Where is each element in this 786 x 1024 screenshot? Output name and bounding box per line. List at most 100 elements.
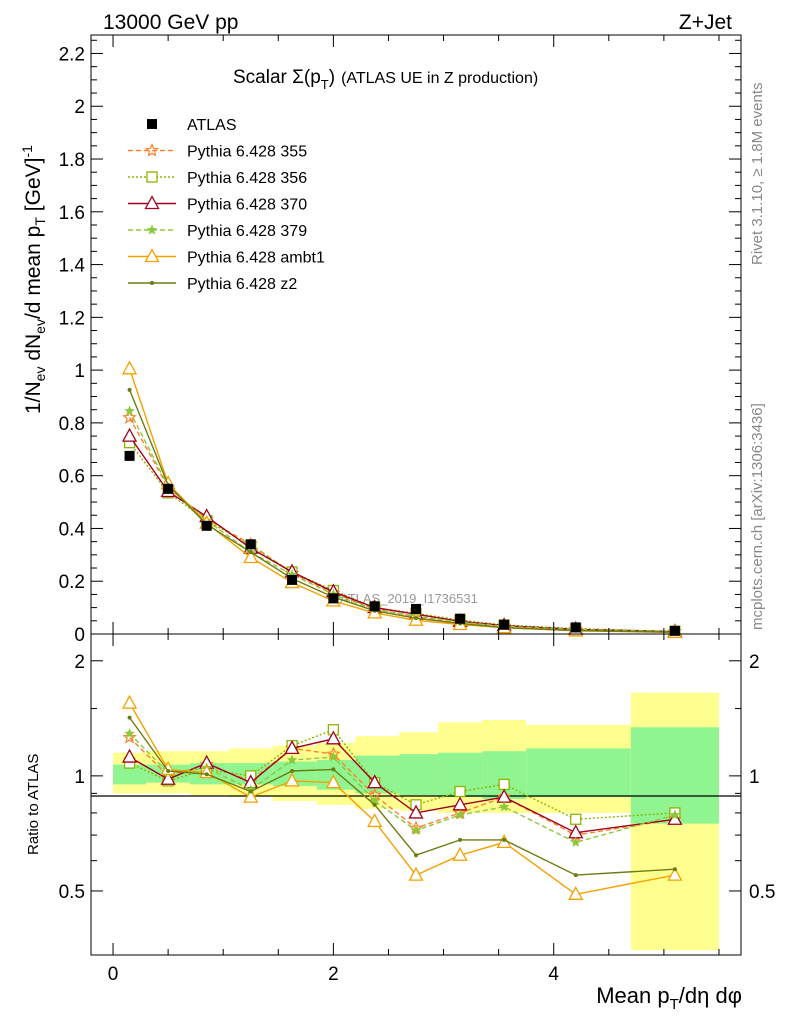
main-series-point-5: [127, 387, 132, 392]
atlas-data-point: [245, 539, 256, 550]
ratio-series-point-5: [672, 867, 677, 872]
ratio-xtick-label: 2: [328, 964, 339, 985]
ratio-series-point-1: [570, 813, 582, 825]
ratio-series-point-5: [127, 715, 132, 720]
ylabel-a-sub: ev: [32, 367, 48, 382]
ratio-ytick-label-right: 2: [749, 652, 760, 673]
main-series-line-3: [128, 410, 675, 633]
ylabel-d: [GeV]: [22, 158, 45, 218]
main-ytick-label: 0.4: [59, 519, 86, 540]
atlas-data-point: [455, 613, 466, 624]
legend-marker: [144, 195, 160, 210]
atlas-data-point: [287, 574, 298, 585]
ratio-series-point-4: [121, 694, 138, 709]
main-ytick-label: 2: [74, 97, 85, 118]
main-title-close: ): [329, 67, 335, 88]
main-ytick-label: 1.2: [59, 308, 85, 329]
ylabel-b-sub: ev: [32, 319, 48, 334]
ratio-series-point-3: [570, 836, 581, 847]
ratio-xlabel: Mean pT/dη dφ: [596, 983, 742, 1013]
ratio-series-point-5: [290, 768, 295, 773]
main-title: Scalar Σ(pT) (ATLAS UE in Z production): [233, 67, 538, 92]
main-series-point-2: [121, 427, 138, 442]
atlas-data-point: [328, 593, 339, 604]
ratio-series-point-4: [284, 772, 300, 787]
ratio-series-point-4: [568, 885, 584, 900]
ratio-series-point-2: [408, 804, 424, 819]
main-ytick-label: 0.6: [59, 467, 85, 488]
ratio-ytick-label-right: 0.5: [749, 882, 775, 903]
main-series-line-0: [128, 417, 675, 633]
legend-label: Pythia 6.428 ambt1: [187, 250, 325, 267]
main-ytick-label: 1.4: [59, 256, 86, 277]
ratio-series-point-5: [331, 767, 336, 772]
main-series-line-5: [128, 389, 675, 633]
ratio-ylabel: Ratio to ATLAS: [25, 754, 42, 855]
ratio-series-point-4: [667, 866, 683, 881]
ratio-ytick-label: 1: [74, 767, 85, 788]
atlas-data-point: [201, 520, 212, 531]
main-ytick-label: 0.2: [59, 572, 85, 593]
ratio-series-point-5: [248, 789, 253, 794]
ratio-series-point-5: [414, 853, 418, 858]
ratio-panel: 0.5 0.5 1 1 2 2 0 2 4: [59, 633, 775, 985]
xlabel-b: /dη dφ: [679, 983, 742, 1008]
ratio-series-point-4: [325, 774, 341, 789]
xlabel-a-sub: T: [670, 996, 679, 1013]
ratio-series-point-3: [328, 751, 339, 762]
ratio-series-point-3: [410, 824, 422, 836]
legend-marker: [146, 171, 158, 183]
ratio-series-line-0: [129, 737, 676, 836]
ratio-series-point-3: [669, 809, 681, 820]
ratio-series-point-0: [122, 729, 137, 744]
ratio-band-stat: [526, 748, 631, 798]
ratio-ytick-label: 0.5: [59, 882, 85, 903]
ratio-series-point-5: [502, 837, 507, 842]
main-ytick-label: 0.8: [59, 414, 85, 435]
main-ytick-label: 1: [74, 361, 85, 382]
main-ytick-label: 1.8: [59, 150, 85, 171]
ratio-series-point-2: [160, 770, 176, 785]
atlas-data-point: [124, 450, 135, 461]
ratio-ytick-label: 2: [74, 652, 85, 673]
ratio-xtick-label: 4: [548, 964, 559, 985]
header-process: Z+Jet: [679, 11, 732, 34]
ratio-ytick-label-right: 1: [749, 767, 760, 788]
legend-marker: [144, 248, 160, 263]
main-ylabel: 1/Nev dNev/d mean pT [GeV]-1: [19, 145, 48, 414]
ratio-band-stat: [113, 764, 147, 785]
rivet-label: Rivet 3.1.10, ≥ 1.8M events: [749, 83, 766, 266]
main-series-point-4: [243, 549, 259, 564]
ratio-series-point-1: [454, 785, 466, 798]
legend-label: Pythia 6.428 370: [187, 197, 307, 214]
ratio-series-point-5: [573, 873, 578, 878]
ratio-series-line-1: [129, 728, 675, 821]
main-panel: ATLAS_2019_I1736531 00.20.40.60.811.21.4…: [59, 34, 742, 646]
xlabel-a: Mean p: [596, 983, 669, 1008]
ylabel-b: dN: [22, 334, 45, 367]
ratio-series-point-5: [166, 768, 171, 773]
ylabel-c: /d mean p: [22, 226, 45, 319]
ratio-series-point-2: [284, 740, 300, 755]
legend-label: Pythia 6.428 355: [187, 144, 307, 161]
main-ytick-label: 1.6: [59, 203, 85, 224]
ratio-series-point-4: [452, 846, 468, 861]
atlas-data-point: [499, 619, 510, 630]
ratio-series-point-2: [667, 810, 683, 825]
ratio-series-point-2: [325, 730, 341, 745]
legend-marker: [150, 281, 154, 285]
ratio-series-point-2: [121, 748, 138, 763]
ratio-series-point-4: [367, 813, 383, 828]
ratio-series-point-5: [458, 837, 463, 842]
ratio-series-point-3: [498, 801, 510, 812]
ratio-series-point-5: [372, 802, 377, 807]
ratio-series-point-5: [204, 772, 209, 777]
mcplots-label: mcplots.cern.ch [arXiv:1306:3436]: [749, 403, 766, 630]
main-data-layer: [124, 450, 680, 636]
main-title-main: Scalar: [233, 67, 292, 88]
ratio-xtick-label: 0: [108, 964, 119, 985]
legend-marker: [144, 142, 160, 157]
main-axes: 0 0.2 0.4 0.6 0.8 1 1.2 1.4 1.6 1.8 2 2.2: [59, 35, 741, 646]
ylabel-a: 1/N: [22, 381, 45, 414]
